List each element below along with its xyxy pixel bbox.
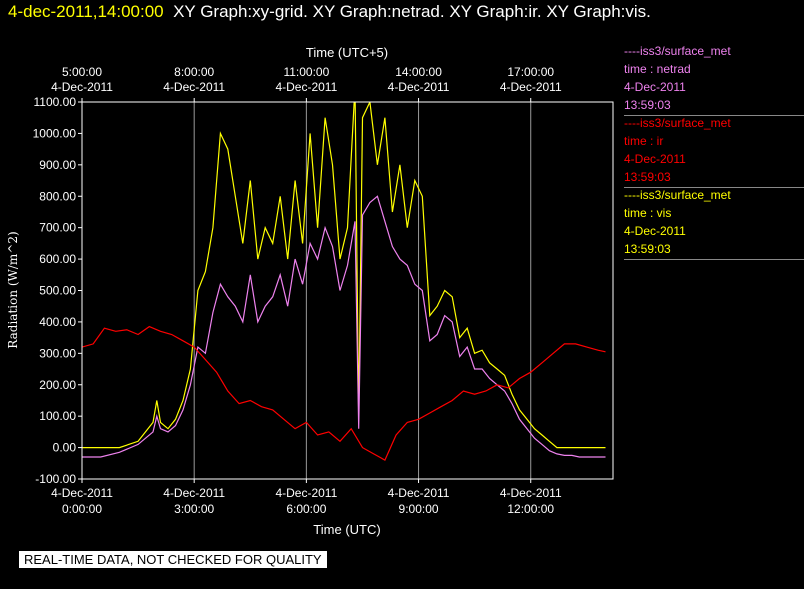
- y-axis-title: Radiation (W/m^2): [6, 231, 20, 348]
- legend-divider: [624, 187, 804, 188]
- legend-variable: time : ir: [624, 134, 664, 148]
- y-tick-label: 0.00: [53, 441, 77, 455]
- y-tick-label: -100.00: [35, 472, 76, 486]
- y-axis: -100.00 0.00 100.00 200.00 300.00 400.00 500.0…: [33, 95, 82, 486]
- legend-time: 13:59:03: [624, 242, 671, 256]
- x-tick-time: 3:00:00: [174, 502, 214, 516]
- x-tick-time: 9:00:00: [399, 502, 439, 516]
- x-tick-date: 4-Dec-2011: [51, 486, 113, 500]
- x-axis-title: Time (UTC): [313, 522, 380, 537]
- x2-tick-date: 4-Dec-2011: [388, 80, 450, 94]
- y-tick-label: 600.00: [39, 252, 76, 266]
- legend-date: 4-Dec-2011: [624, 152, 686, 166]
- header-graph-list: XY Graph:xy-grid. XY Graph:netrad. XY Gr…: [173, 2, 651, 21]
- series-line-timevis: [82, 102, 606, 449]
- y-tick-label: 500.00: [39, 284, 76, 298]
- y-tick-label: 300.00: [39, 346, 76, 360]
- legend-variable: time : netrad: [624, 62, 691, 76]
- x2-axis-title: Time (UTC+5): [306, 45, 388, 60]
- legend-date: 4-Dec-2011: [624, 224, 686, 238]
- x-tick-time: 12:00:00: [507, 502, 554, 516]
- legend-variable: time : vis: [624, 206, 672, 220]
- x2-tick-time: 11:00:00: [283, 65, 329, 79]
- series-line-timeir: [82, 325, 606, 461]
- legend-source: ----iss3/surface_met: [624, 44, 731, 58]
- y-tick-label: 1000.00: [33, 126, 77, 140]
- chart-grid: [193, 102, 532, 479]
- x-tick-time: 0:00:00: [62, 502, 102, 516]
- x2-tick-date: 4-Dec-2011: [51, 80, 113, 94]
- legend-time: 13:59:03: [624, 170, 671, 184]
- legend-vis: ----iss3/surface_met time : vis 4-Dec-20…: [624, 186, 804, 260]
- header-timestamp: 4-dec-2011,14:00:00: [8, 2, 164, 21]
- x2-tick-date: 4-Dec-2011: [163, 80, 225, 94]
- quality-disclaimer: REAL-TIME DATA, NOT CHECKED FOR QUALITY: [19, 551, 327, 568]
- series-line-timenetrad: [82, 195, 606, 458]
- y-tick-label: 700.00: [39, 221, 76, 235]
- legend-date: 4-Dec-2011: [624, 80, 686, 94]
- legend-ir: ----iss3/surface_met time : ir 4-Dec-201…: [624, 114, 804, 188]
- y-tick-label: 800.00: [39, 189, 76, 203]
- y-tick-label: 1100.00: [34, 95, 77, 109]
- x-axis-top: 5:00:004-Dec-20118:00:004-Dec-201111:00:…: [51, 65, 562, 102]
- legend-divider: [624, 115, 804, 116]
- x-tick-date: 4-Dec-2011: [275, 486, 337, 500]
- y-tick-label: 100.00: [39, 409, 76, 423]
- legend-source: ----iss3/surface_met: [624, 116, 731, 130]
- y-tick-label: 200.00: [39, 378, 76, 392]
- x2-tick-date: 4-Dec-2011: [500, 80, 562, 94]
- x2-tick-time: 14:00:00: [395, 65, 442, 79]
- y-tick-label: 400.00: [39, 315, 76, 329]
- legend-divider: [624, 259, 804, 260]
- x-tick-date: 4-Dec-2011: [388, 486, 450, 500]
- x2-tick-date: 4-Dec-2011: [275, 80, 337, 94]
- x-axis-bottom: 4-Dec-2011 0:00:00 4-Dec-2011 3:00:00 4-Dec-…: [51, 479, 562, 516]
- x2-tick-time: 8:00:00: [174, 65, 214, 79]
- x-tick-date: 4-Dec-2011: [163, 486, 225, 500]
- x2-tick-time: 5:00:00: [62, 65, 102, 79]
- x-tick-date: 4-Dec-2011: [500, 486, 562, 500]
- x2-tick-time: 17:00:00: [507, 65, 554, 79]
- legend-source: ----iss3/surface_met: [624, 188, 731, 202]
- plot-frame: [81, 101, 614, 480]
- legend-time: 13:59:03: [624, 98, 671, 112]
- chart-header: 4-dec-2011,14:00:00 XY Graph:xy-grid. XY…: [8, 2, 651, 22]
- x-tick-time: 6:00:00: [286, 502, 326, 516]
- y-tick-label: 900.00: [39, 158, 76, 172]
- legend-netrad: ----iss3/surface_met time : netrad 4-Dec…: [624, 42, 804, 116]
- chart-series: [82, 102, 606, 461]
